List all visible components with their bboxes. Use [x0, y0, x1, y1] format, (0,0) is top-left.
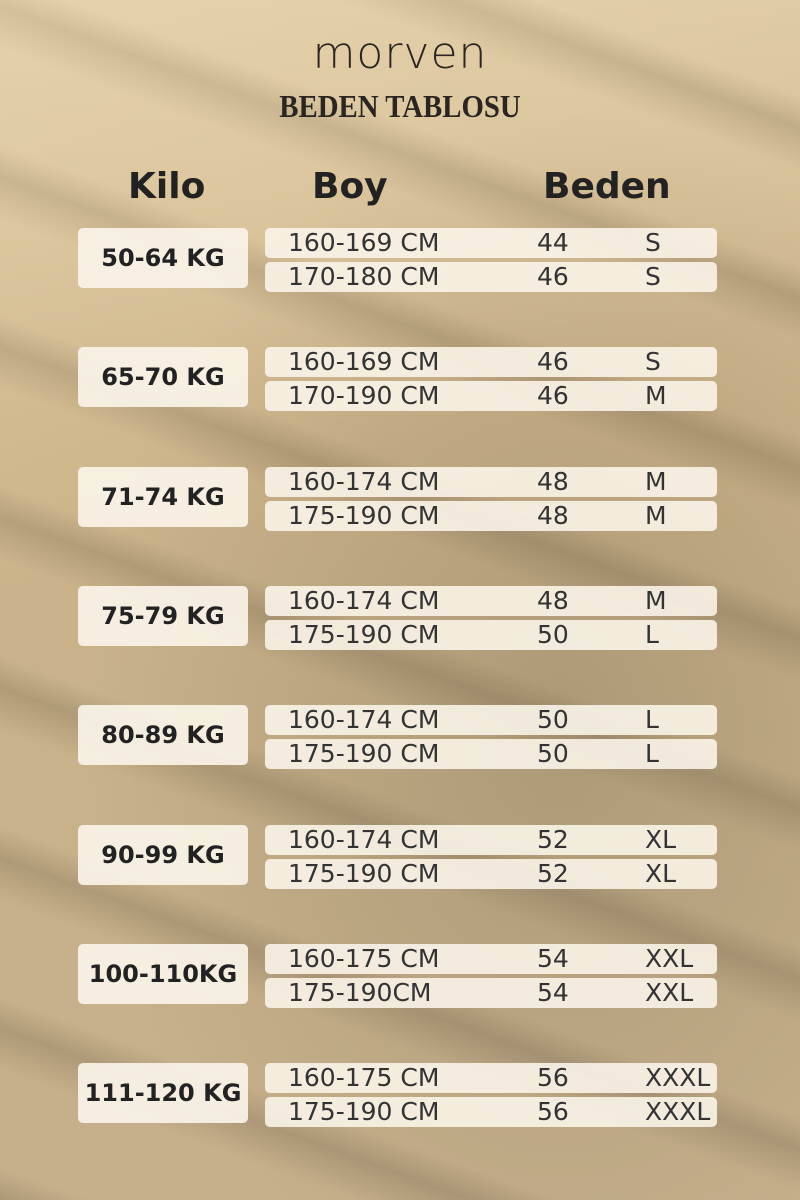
kilo-range: 65-70 KG — [78, 347, 248, 408]
size-number: 50 — [537, 619, 569, 649]
size-group: 75-79 KG 160-174 CM 48 M 175-190 CM 50 L — [0, 585, 800, 656]
size-group: 111-120 KG 160-175 CM 56 XXXL 175-190 CM… — [0, 1063, 800, 1133]
boy-range: 175-190 CM — [288, 500, 440, 530]
size-letter: M — [645, 381, 667, 411]
size-letter: XXXL — [645, 1097, 711, 1127]
table-row: 160-174 CM 52 XL — [265, 824, 717, 855]
page-title: BEDEN TABLOSU — [279, 88, 521, 124]
size-letter: M — [645, 585, 667, 615]
size-number: 52 — [537, 858, 569, 888]
table-row: 160-175 CM 56 XXXL — [265, 1063, 717, 1094]
boy-range: 160-169 CM — [288, 228, 440, 257]
kilo-range: 90-99 KG — [78, 824, 248, 885]
size-group: 80-89 KG 160-174 CM 50 L 175-190 CM 50 L — [0, 705, 800, 775]
size-number: 54 — [537, 977, 569, 1007]
size-letter: XXL — [645, 977, 694, 1007]
size-number: 48 — [537, 500, 569, 530]
size-number: 48 — [537, 585, 569, 615]
kilo-range: 75-79 KG — [78, 585, 248, 646]
header-kilo: Kilo — [128, 166, 206, 207]
size-number: 46 — [537, 262, 569, 291]
size-number: 50 — [537, 705, 569, 735]
boy-range: 160-175 CM — [288, 1063, 440, 1093]
table-row: 175-190 CM 50 L — [265, 619, 717, 650]
size-number: 54 — [537, 943, 569, 973]
size-letter: XL — [645, 858, 677, 888]
header-beden: Beden — [543, 166, 671, 207]
size-group: 65-70 KG 160-169 CM 46 S 170-190 CM 46 M — [0, 347, 800, 417]
size-letter: M — [645, 500, 667, 530]
table-row: 175-190CM 54 XXL — [265, 977, 717, 1008]
boy-range: 175-190 CM — [288, 619, 440, 649]
size-number: 44 — [537, 228, 569, 257]
boy-range: 175-190 CM — [288, 739, 440, 769]
boy-range: 160-174 CM — [288, 585, 440, 615]
boy-range: 175-190 CM — [288, 1097, 440, 1127]
table-row: 160-174 CM 48 M — [265, 585, 717, 616]
size-group: 50-64 KG 160-169 CM 44 S 170-180 CM 46 S — [0, 228, 800, 298]
size-letter: S — [645, 347, 661, 377]
table-row: 160-174 CM 48 M — [265, 466, 717, 497]
size-letter: L — [645, 619, 659, 649]
size-number: 46 — [537, 381, 569, 411]
table-row: 175-190 CM 52 XL — [265, 858, 717, 889]
size-letter: XXL — [645, 943, 694, 973]
table-row: 160-174 CM 50 L — [265, 705, 717, 736]
brand-logo: morven — [312, 28, 488, 79]
kilo-range: 50-64 KG — [78, 228, 248, 288]
size-number: 52 — [537, 824, 569, 854]
size-number: 50 — [537, 739, 569, 769]
boy-range: 160-174 CM — [288, 466, 440, 496]
size-number: 56 — [537, 1063, 569, 1093]
size-letter: XL — [645, 824, 677, 854]
size-letter: L — [645, 705, 659, 735]
table-row: 160-175 CM 54 XXL — [265, 943, 717, 974]
size-group: 100-110KG 160-175 CM 54 XXL 175-190CM 54… — [0, 943, 800, 1014]
kilo-range: 80-89 KG — [78, 705, 248, 766]
table-row: 170-190 CM 46 M — [265, 381, 717, 412]
size-number: 48 — [537, 466, 569, 496]
boy-range: 170-180 CM — [288, 262, 440, 291]
size-group: 90-99 KG 160-174 CM 52 XL 175-190 CM 52 … — [0, 824, 800, 895]
boy-range: 160-175 CM — [288, 943, 440, 973]
header-boy: Boy — [312, 166, 388, 207]
size-letter: S — [645, 262, 661, 291]
kilo-range: 100-110KG — [78, 943, 248, 1004]
boy-range: 175-190 CM — [288, 858, 440, 888]
size-letter: S — [645, 228, 661, 257]
kilo-range: 71-74 KG — [78, 466, 248, 527]
size-letter: M — [645, 466, 667, 496]
size-group: 71-74 KG 160-174 CM 48 M 175-190 CM 48 M — [0, 466, 800, 537]
table-row: 160-169 CM 44 S — [265, 228, 717, 258]
table-row: 175-190 CM 50 L — [265, 739, 717, 770]
table-row: 175-190 CM 48 M — [265, 500, 717, 531]
table-row: 175-190 CM 56 XXXL — [265, 1097, 717, 1128]
size-letter: L — [645, 739, 659, 769]
kilo-range: 111-120 KG — [78, 1063, 248, 1124]
table-row: 160-169 CM 46 S — [265, 347, 717, 378]
size-number: 56 — [537, 1097, 569, 1127]
table-row: 170-180 CM 46 S — [265, 262, 717, 292]
boy-range: 160-174 CM — [288, 705, 440, 735]
size-letter: XXXL — [645, 1063, 711, 1093]
size-number: 46 — [537, 347, 569, 377]
boy-range: 170-190 CM — [288, 381, 440, 411]
boy-range: 160-169 CM — [288, 347, 440, 377]
boy-range: 175-190CM — [288, 977, 432, 1007]
boy-range: 160-174 CM — [288, 824, 440, 854]
